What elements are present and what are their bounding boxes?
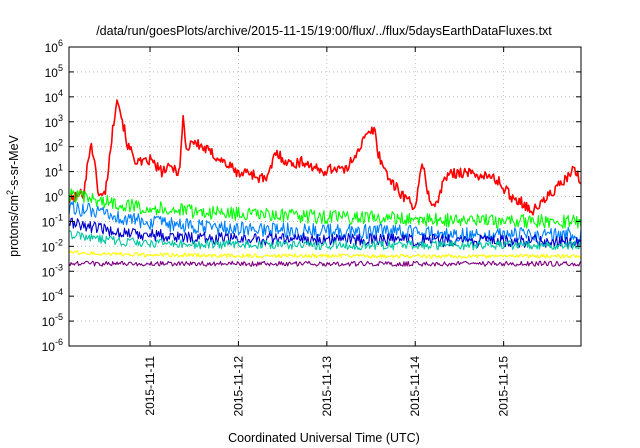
y-tick-exponent: 6 xyxy=(58,38,63,48)
chart-title: /data/run/goesPlots/archive/2015-11-15/1… xyxy=(96,24,552,38)
y-tick-base: 10 xyxy=(42,240,56,254)
y-tick-label: 101 xyxy=(45,163,63,180)
series-line-6 xyxy=(68,249,582,259)
y-axis-title-base: protons/cm xyxy=(7,195,21,257)
grid-lines xyxy=(69,47,581,346)
y-tick-exponent: 2 xyxy=(58,138,63,148)
y-axis-title-rest: -s-sr-MeV xyxy=(7,134,21,190)
y-tick-label: 10-2 xyxy=(42,237,63,254)
y-tick-exponent: 0 xyxy=(58,188,63,198)
series-line-3 xyxy=(68,200,582,243)
y-tick-exponent: -6 xyxy=(55,337,63,347)
y-tick-exponent: -2 xyxy=(55,237,63,247)
y-tick-label: 104 xyxy=(45,88,63,105)
x-tick-label: 2015-11-14 xyxy=(408,356,422,417)
series-line-5 xyxy=(68,230,582,251)
y-tick-base: 10 xyxy=(45,116,59,130)
y-axis-title: protons/cm2-s-sr-MeV xyxy=(5,134,21,256)
y-tick-base: 10 xyxy=(45,141,59,155)
y-tick-label: 103 xyxy=(45,113,63,130)
y-tick-exponent: 5 xyxy=(58,63,63,73)
y-tick-label: 10-1 xyxy=(42,212,63,229)
y-tick-label: 10-5 xyxy=(42,312,63,329)
y-axis-title-sup: 2 xyxy=(5,190,15,195)
y-tick-exponent: 1 xyxy=(58,163,63,173)
y-tick-label: 10-3 xyxy=(42,262,63,279)
y-tick-base: 10 xyxy=(45,41,59,55)
plot-area xyxy=(68,99,582,267)
series-line-2 xyxy=(68,188,582,229)
series-line-7 xyxy=(68,260,582,267)
y-tick-base: 10 xyxy=(45,91,59,105)
y-tick-label: 102 xyxy=(45,138,63,155)
y-tick-exponent: -1 xyxy=(55,212,63,222)
x-axis-title: Coordinated Universal Time (UTC) xyxy=(228,431,420,445)
y-tick-base: 10 xyxy=(42,215,56,229)
x-tick-label: 2015-11-13 xyxy=(320,356,334,417)
y-tick-exponent: 4 xyxy=(58,88,63,98)
series-line-1 xyxy=(68,99,582,216)
y-tick-base: 10 xyxy=(42,340,56,354)
y-tick-exponent: -3 xyxy=(55,262,63,272)
y-tick-base: 10 xyxy=(45,166,59,180)
y-tick-label: 10-6 xyxy=(42,337,63,354)
y-tick-label: 100 xyxy=(45,188,63,205)
y-tick-base: 10 xyxy=(42,290,56,304)
x-tick-label: 2015-11-11 xyxy=(143,356,157,416)
y-tick-base: 10 xyxy=(45,66,59,80)
x-axis-ticks: 2015-11-11 2015-11-12 2015-11-13 2015-11-14… xyxy=(143,47,511,417)
x-tick-label: 2015-11-15 xyxy=(497,356,511,417)
y-tick-base: 10 xyxy=(42,265,56,279)
y-tick-exponent: -4 xyxy=(55,287,63,297)
y-axis-ticks: 10-610-510-410-310-210-11001011021031041… xyxy=(42,38,581,354)
y-tick-label: 10-4 xyxy=(42,287,63,304)
y-tick-label: 106 xyxy=(45,38,63,55)
x-tick-label: 2015-11-12 xyxy=(231,356,245,417)
y-tick-exponent: -5 xyxy=(55,312,63,322)
y-tick-base: 10 xyxy=(42,315,56,329)
y-tick-label: 105 xyxy=(45,63,63,80)
y-tick-base: 10 xyxy=(45,191,59,205)
y-tick-exponent: 3 xyxy=(58,113,63,123)
